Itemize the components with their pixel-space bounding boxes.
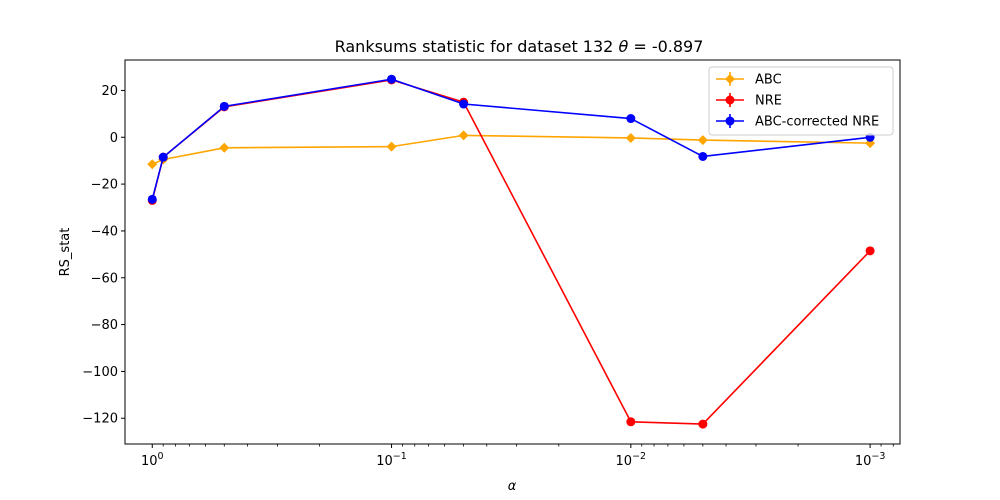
- legend-label: ABC: [755, 73, 782, 88]
- y-axis: 20 0 −20 −40 −60 −80 −100 −120: [82, 84, 125, 427]
- y-tick-label: 20: [101, 84, 118, 99]
- x-tick-label: 10−1: [376, 451, 407, 469]
- data-point: [387, 74, 397, 84]
- data-point: [147, 194, 157, 204]
- y-tick-label: −120: [82, 412, 118, 427]
- data-point: [219, 101, 229, 111]
- chart-title: Ranksums statistic for dataset 132 θ = -…: [335, 37, 704, 56]
- y-tick-label: 0: [110, 131, 118, 146]
- data-point: [625, 132, 636, 143]
- legend-label: NRE: [755, 94, 782, 109]
- y-tick-label: −40: [91, 224, 118, 239]
- data-point: [698, 419, 708, 429]
- legend-box: [708, 66, 894, 136]
- x-tick-label: 10−2: [616, 451, 647, 469]
- legend-item: ABC: [716, 72, 782, 88]
- series-line: [151, 134, 871, 165]
- data-point: [219, 142, 230, 153]
- x-tick-label: 100: [141, 451, 164, 469]
- series-line: [151, 78, 871, 200]
- legend-item: NRE: [716, 93, 782, 109]
- legend-marker: [725, 74, 735, 84]
- series-abc: [147, 130, 876, 170]
- legend-marker: [725, 116, 735, 126]
- y-tick-label: −60: [91, 271, 118, 286]
- data-point: [626, 114, 636, 124]
- data-point: [626, 417, 636, 427]
- data-point: [698, 151, 708, 161]
- data-point: [865, 246, 875, 256]
- legend: ABC NRE ABC-corrected NRE: [708, 66, 894, 136]
- series-abc-corrected-nre: [147, 74, 875, 204]
- plot-frame: [124, 59, 901, 445]
- series-layer: [147, 74, 876, 429]
- x-axis: 100 10−1 10−2 10−3: [141, 444, 894, 469]
- x-axis-label: α: [508, 479, 517, 494]
- data-point: [697, 135, 708, 146]
- data-point: [458, 130, 469, 141]
- y-tick-label: −100: [82, 365, 118, 380]
- data-point: [459, 99, 469, 109]
- y-axis-label: RS_stat: [58, 228, 73, 277]
- y-tick-label: −80: [91, 318, 118, 333]
- data-point: [158, 152, 168, 162]
- legend-marker: [725, 95, 735, 105]
- legend-label: ABC-corrected NRE: [755, 115, 879, 130]
- y-tick-label: −20: [91, 178, 118, 193]
- legend-item: ABC-corrected NRE: [716, 114, 879, 130]
- x-tick-label: 10−3: [855, 451, 886, 469]
- data-point: [147, 159, 158, 170]
- data-point: [386, 141, 397, 152]
